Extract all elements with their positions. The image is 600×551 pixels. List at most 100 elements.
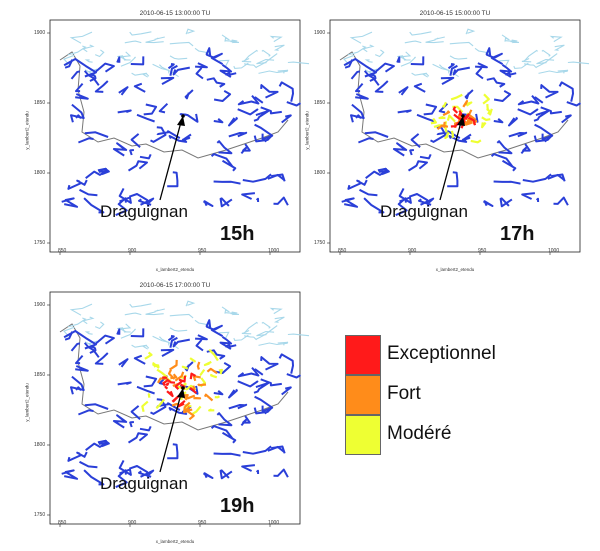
river-line xyxy=(359,188,378,197)
flood-segment xyxy=(165,382,170,387)
y-tick: 1900 xyxy=(34,302,46,308)
river-line xyxy=(85,169,108,179)
river-line xyxy=(210,52,224,65)
town-marker xyxy=(461,114,465,118)
river-line xyxy=(167,443,179,460)
river-line xyxy=(195,339,204,352)
river-line xyxy=(70,70,81,80)
river-line xyxy=(195,62,208,69)
stream-line xyxy=(465,28,476,35)
river-line xyxy=(213,362,232,374)
river-line xyxy=(129,149,135,156)
x-axis-label: x_lambert2_etendu xyxy=(435,267,475,272)
river-line xyxy=(419,153,432,160)
river-line xyxy=(347,182,362,190)
x-tick: 1000 xyxy=(268,520,280,526)
river-line xyxy=(167,63,175,70)
stream-line xyxy=(421,72,428,78)
flood-segment xyxy=(162,379,169,387)
river-line xyxy=(116,328,121,335)
river-line xyxy=(79,188,98,197)
river-line xyxy=(343,58,377,78)
legend-item-exceptionnel: Exceptionnel xyxy=(345,335,565,375)
flood-segment xyxy=(444,131,450,140)
river-line xyxy=(118,459,132,476)
x-axis-label: x_lambert2_etendu xyxy=(155,267,195,272)
legend-item-modere: Modéré xyxy=(345,415,565,455)
river-line xyxy=(267,173,285,181)
legend-label: Exceptionnel xyxy=(387,343,496,364)
river-line xyxy=(260,84,279,99)
river-line xyxy=(116,56,121,63)
stream-line xyxy=(230,313,240,316)
river-line xyxy=(364,131,389,138)
river-line xyxy=(219,63,233,78)
river-line xyxy=(118,358,129,368)
river-line xyxy=(78,409,94,416)
x-tick: 900 xyxy=(128,520,137,526)
river-line xyxy=(341,197,359,208)
flood-segment xyxy=(203,360,212,367)
river-line xyxy=(136,385,155,395)
map-plot xyxy=(47,19,310,255)
river-line xyxy=(533,110,550,122)
stream-line xyxy=(361,44,375,53)
river-line xyxy=(486,77,506,88)
river-line xyxy=(254,123,274,141)
river-line xyxy=(205,319,216,331)
river-line xyxy=(85,441,108,451)
river-line xyxy=(228,403,248,410)
flood-segment xyxy=(206,367,218,375)
river-line xyxy=(97,168,108,172)
river-line xyxy=(278,81,294,102)
river-line xyxy=(254,395,274,413)
river-line xyxy=(410,133,421,149)
flood-segment xyxy=(465,101,473,107)
stream-line xyxy=(124,312,142,316)
stream-line xyxy=(557,69,569,74)
river-line xyxy=(70,103,85,123)
river-line xyxy=(83,469,105,486)
river-line xyxy=(143,375,158,388)
river-line xyxy=(501,159,517,172)
y-tick: 1750 xyxy=(34,240,46,246)
y-tick: 1750 xyxy=(314,240,326,246)
river-line xyxy=(213,118,224,124)
river-line xyxy=(413,82,426,93)
river-line xyxy=(202,200,214,207)
river-line xyxy=(67,182,82,190)
river-line xyxy=(213,390,224,396)
river-line xyxy=(130,133,141,149)
river-line xyxy=(464,89,474,100)
stream-line xyxy=(521,58,532,63)
flood-segment xyxy=(438,115,446,120)
x-tick: 900 xyxy=(408,248,417,254)
stream-line xyxy=(258,342,288,346)
town-marker xyxy=(181,386,185,390)
river-line xyxy=(423,103,438,116)
river-line xyxy=(237,380,259,388)
flood-segment xyxy=(214,395,221,399)
river-line xyxy=(67,454,82,462)
flood-segment xyxy=(481,121,487,129)
river-line xyxy=(253,110,270,122)
river-line xyxy=(83,197,105,214)
river-line xyxy=(396,56,401,63)
river-line xyxy=(409,149,415,156)
river-line xyxy=(475,67,484,80)
river-line xyxy=(493,90,512,102)
river-line xyxy=(508,116,518,127)
place-label-draguignan: Draguignan xyxy=(100,202,188,221)
river-line xyxy=(219,197,233,208)
river-line xyxy=(169,336,178,348)
y-tick: 1800 xyxy=(314,170,326,176)
river-line xyxy=(112,142,128,157)
river-line xyxy=(448,135,468,143)
stream-line xyxy=(404,40,422,44)
flood-segment xyxy=(144,351,153,360)
stream-line xyxy=(541,49,551,57)
flood-segment xyxy=(147,393,151,398)
y-axis-label: y_lambert2_etendu xyxy=(304,111,310,150)
river-line xyxy=(130,56,145,66)
flood-segment xyxy=(184,401,191,408)
